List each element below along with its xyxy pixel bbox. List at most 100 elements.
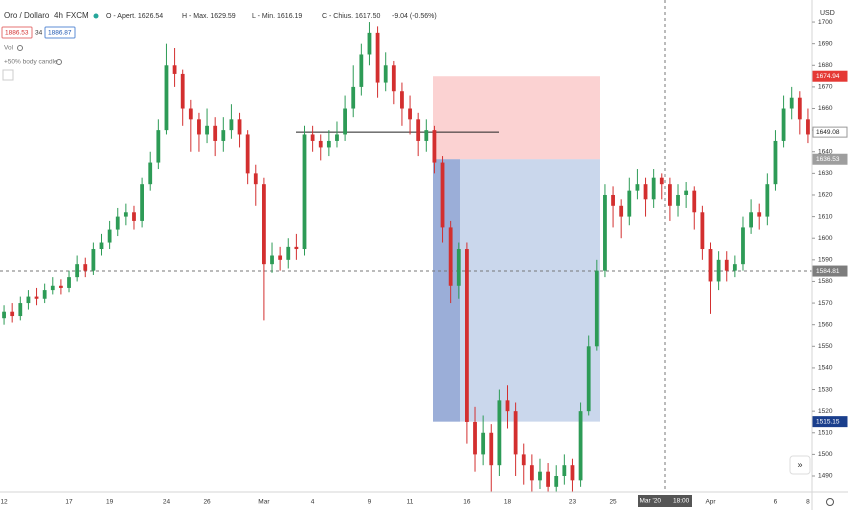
candle-body xyxy=(440,162,445,228)
candle-body xyxy=(140,184,144,221)
candle-body xyxy=(765,184,770,217)
x-tick-label: 6 xyxy=(774,499,778,506)
status-dot xyxy=(93,13,99,19)
candle-body xyxy=(692,190,697,213)
ohlc-close: C - Chius. 1617.50 xyxy=(322,13,380,20)
candle-body xyxy=(310,134,315,141)
candle-body xyxy=(359,54,364,87)
candle-body xyxy=(513,411,518,455)
y-tick-label: 1570 xyxy=(818,300,833,307)
candle-body xyxy=(724,259,729,271)
candle-body xyxy=(481,432,486,455)
y-tick-label: 1500 xyxy=(818,451,833,458)
candle-body xyxy=(351,86,356,109)
candle-body xyxy=(383,65,388,83)
candle-body xyxy=(229,119,234,131)
candle-body xyxy=(619,205,624,217)
candle-body xyxy=(676,194,680,206)
plot-area xyxy=(0,0,812,492)
candle-body xyxy=(578,411,583,481)
candle-body xyxy=(416,119,421,141)
x-tick-label: 19 xyxy=(106,499,114,506)
y-tick-label: 1490 xyxy=(818,473,833,480)
candle-body xyxy=(262,184,266,265)
candle-body xyxy=(603,194,607,271)
settings-icon[interactable] xyxy=(826,498,834,506)
candle-body xyxy=(270,255,274,265)
candle-body xyxy=(156,130,161,163)
y-tick-label: 1600 xyxy=(818,235,833,242)
candle-body xyxy=(562,465,567,477)
x-tick-label: 25 xyxy=(609,499,617,506)
candle-body xyxy=(164,65,169,131)
candle-body xyxy=(253,173,258,185)
eye-icon[interactable] xyxy=(56,59,62,65)
y-tick-label: 1590 xyxy=(818,257,833,264)
candle-body xyxy=(123,212,128,217)
collapse-button[interactable] xyxy=(2,69,14,81)
eye-icon[interactable] xyxy=(17,45,23,51)
candle-body xyxy=(570,465,575,481)
candle-body xyxy=(789,97,794,109)
legend-header: Oro / Dollaro 4h FXCM O - Apert. 1626.54… xyxy=(1,11,437,81)
indicator-vol: Vol xyxy=(4,45,14,52)
candle-body xyxy=(18,303,23,317)
x-tick-label: 8 xyxy=(806,499,810,506)
candle-body xyxy=(391,65,396,92)
candle-body xyxy=(2,311,6,319)
candle-body xyxy=(205,125,209,135)
candle-body xyxy=(700,212,705,250)
y-tick-label: 1540 xyxy=(818,365,833,372)
candle-body xyxy=(59,285,63,288)
y-tick-label: 1680 xyxy=(818,62,833,69)
candle-body xyxy=(749,212,753,228)
candle-body xyxy=(668,184,672,206)
buy-price: 1886.87 xyxy=(48,30,72,37)
candle-body xyxy=(99,242,104,250)
line-price-label: 1649.08 xyxy=(816,129,840,136)
candle-body xyxy=(197,119,201,135)
candle-body xyxy=(684,190,689,195)
candle-body xyxy=(294,246,299,250)
ohlc-high: H - Max. 1629.59 xyxy=(182,13,236,20)
stop-price-label-bg xyxy=(812,70,848,82)
axes: 1490 1500 1510 1520 1530 1540 1550 1560 1570 1580… xyxy=(0,19,848,507)
scroll-icon: » xyxy=(797,459,802,469)
candle-body xyxy=(302,134,307,250)
y-tick-label: 1700 xyxy=(818,19,833,26)
sell-box[interactable] xyxy=(1,26,33,39)
y-tick-label: 1550 xyxy=(818,343,833,350)
y-tick-label: 1640 xyxy=(818,148,833,155)
candle-body xyxy=(797,97,802,120)
y-tick-label: 1520 xyxy=(818,408,833,415)
candle-body xyxy=(432,130,437,163)
x-tick-label: 23 xyxy=(569,499,577,506)
candle-body xyxy=(716,259,721,282)
candle-body xyxy=(237,119,242,135)
candle-body xyxy=(424,130,429,141)
buy-box[interactable] xyxy=(44,26,76,39)
candle-body xyxy=(627,190,632,217)
candle-body xyxy=(107,229,112,243)
x-tick-label: 26 xyxy=(203,499,211,506)
crosshair-price-label: 1584.81 xyxy=(816,268,840,275)
y-tick-label: 1560 xyxy=(818,321,833,328)
candle-body xyxy=(115,216,120,230)
candle-body xyxy=(538,471,542,481)
candle-body xyxy=(34,296,39,299)
scroll-button[interactable] xyxy=(789,455,811,475)
candle-body xyxy=(180,73,185,109)
x-tick-label: 9 xyxy=(368,499,372,506)
y-tick-label: 1530 xyxy=(818,386,833,393)
sell-price: 1886.53 xyxy=(5,30,29,37)
candle-body xyxy=(67,277,71,288)
candle-body xyxy=(188,108,193,120)
candle-body xyxy=(521,454,526,466)
target-price-label: 1515.15 xyxy=(816,418,840,425)
candle-body xyxy=(505,400,510,412)
candle-body xyxy=(245,134,250,174)
entry-price-label-bg xyxy=(812,153,848,165)
candle-body xyxy=(732,264,737,271)
candle-body xyxy=(586,346,591,412)
